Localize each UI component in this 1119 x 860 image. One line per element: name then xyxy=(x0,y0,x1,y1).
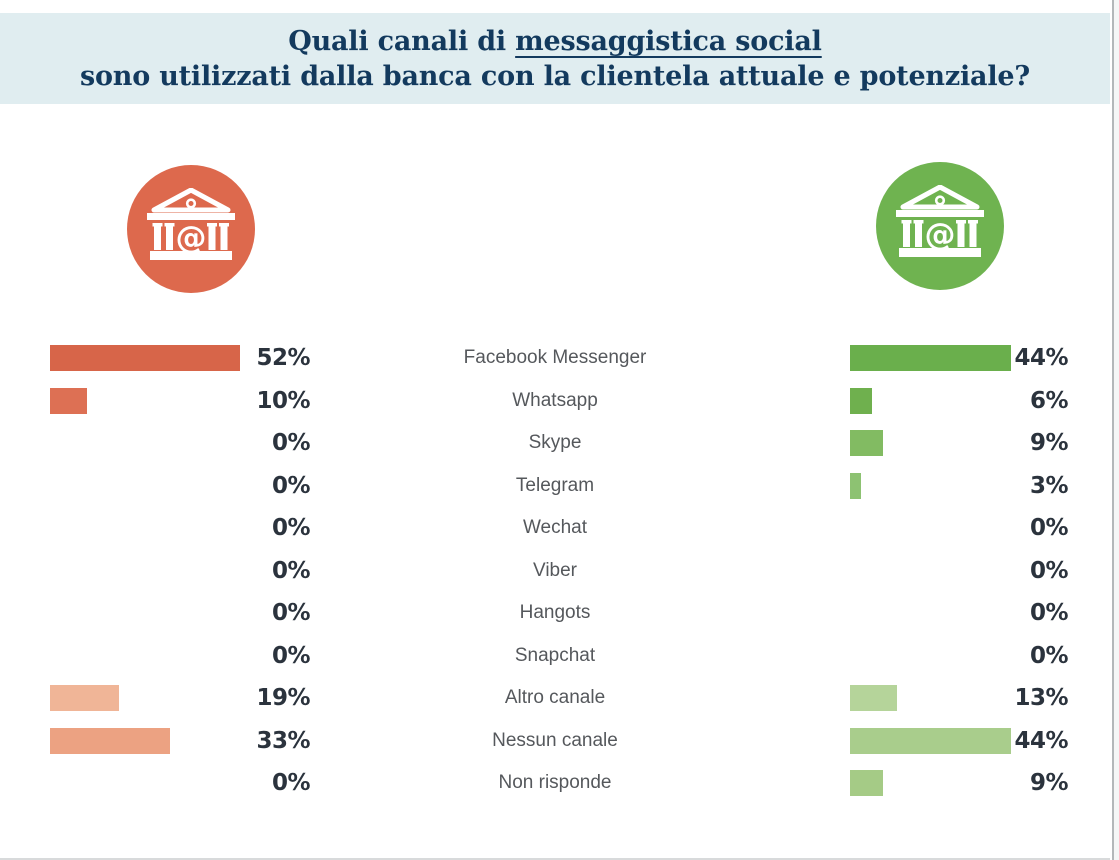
left-percent-label: 0% xyxy=(271,600,311,627)
chart-row: 0% Skype 9% xyxy=(0,422,1110,465)
orange-bank-icon: @ xyxy=(127,165,255,293)
right-bar-track xyxy=(800,770,1000,797)
right-percent-label: 9% xyxy=(1029,430,1069,457)
right-bar-track xyxy=(800,345,1011,372)
chart-row: 0% Snapchat 0% xyxy=(0,635,1110,678)
chart-row: 0% Viber 0% xyxy=(0,550,1110,593)
at-symbol: @ xyxy=(176,220,207,256)
scrollbar-track[interactable] xyxy=(1114,0,1119,860)
left-bar-track xyxy=(0,345,250,372)
chart-row: 10% Whatsapp 6% xyxy=(0,380,1110,423)
right-percent-label: 13% xyxy=(1014,685,1068,712)
right-percent-label: 0% xyxy=(1029,557,1069,584)
chart-row: 19% Altro canale 13% xyxy=(0,677,1110,720)
window-bottom-edge xyxy=(0,858,1110,860)
right-percent-label: 0% xyxy=(1029,642,1069,669)
right-bar xyxy=(850,345,1011,372)
category-label: Wechat xyxy=(522,517,588,539)
category-label: Hangots xyxy=(519,602,591,624)
right-bar-track xyxy=(800,472,1000,499)
left-bar xyxy=(50,727,171,754)
left-bar-track xyxy=(0,727,250,754)
left-percent-label: 0% xyxy=(271,642,311,669)
right-percent-label: 0% xyxy=(1029,600,1069,627)
right-percent-label: 6% xyxy=(1029,387,1069,414)
right-bar-track xyxy=(800,387,1000,414)
right-bar xyxy=(850,472,861,499)
left-percent-label: 0% xyxy=(271,472,311,499)
bank-building-glyph: @ xyxy=(896,185,984,257)
window-right-edge xyxy=(1112,0,1114,860)
right-percent-label: 3% xyxy=(1029,472,1069,499)
category-label: Facebook Messenger xyxy=(463,347,647,369)
left-percent-label: 0% xyxy=(271,430,311,457)
left-percent-label: 33% xyxy=(256,727,310,754)
right-bar-track xyxy=(800,430,1000,457)
question-header: Quali canali di messaggistica social son… xyxy=(0,13,1110,104)
left-bar-track xyxy=(0,387,250,414)
left-percent-label: 0% xyxy=(271,557,311,584)
left-percent-label: 10% xyxy=(256,387,310,414)
chart-row: 52% Facebook Messenger 44% xyxy=(0,337,1110,380)
chart-row: 33% Nessun canale 44% xyxy=(0,720,1110,763)
category-label: Nessun canale xyxy=(492,729,618,751)
chart-row: 0% Telegram 3% xyxy=(0,465,1110,508)
category-label: Snapchat xyxy=(514,644,596,666)
right-bar xyxy=(850,770,883,797)
right-percent-label: 0% xyxy=(1029,515,1069,542)
right-bar-track xyxy=(800,727,1011,754)
right-percent-label: 9% xyxy=(1029,770,1069,797)
chart-rows: 52% Facebook Messenger 44% 10% Whatsapp … xyxy=(0,337,1110,805)
left-percent-label: 0% xyxy=(271,770,311,797)
category-label: Viber xyxy=(532,559,577,581)
chart-row: 0% Non risponde 9% xyxy=(0,762,1110,805)
left-bar-track xyxy=(0,685,250,712)
left-bar xyxy=(50,387,87,414)
category-label: Skype xyxy=(528,432,582,454)
category-label: Whatsapp xyxy=(512,389,598,411)
right-bar xyxy=(850,430,883,457)
category-label: Telegram xyxy=(515,474,595,496)
right-bar xyxy=(850,685,898,712)
at-symbol: @ xyxy=(925,217,956,253)
title-line-1-prefix: Quali canali di xyxy=(288,25,516,57)
right-percent-label: 44% xyxy=(1014,345,1068,372)
left-percent-label: 19% xyxy=(256,685,310,712)
title-line-1-underlined: messaggistica social xyxy=(515,25,822,57)
right-bar xyxy=(850,727,1011,754)
right-percent-label: 44% xyxy=(1014,727,1068,754)
category-label: Altro canale xyxy=(504,687,606,709)
right-bar xyxy=(850,387,872,414)
left-percent-label: 52% xyxy=(256,345,310,372)
bank-building-glyph: @ xyxy=(147,188,235,260)
right-bar-track xyxy=(800,685,1000,712)
chart-row: 0% Hangots 0% xyxy=(0,592,1110,635)
title-line-1: Quali canali di messaggistica social xyxy=(288,24,822,59)
left-bar xyxy=(50,685,120,712)
chart-row: 0% Wechat 0% xyxy=(0,507,1110,550)
green-bank-icon: @ xyxy=(876,162,1004,290)
category-label: Non risponde xyxy=(498,772,612,794)
title-line-2: sono utilizzati dalla banca con la clien… xyxy=(79,60,1030,92)
left-percent-label: 0% xyxy=(271,515,311,542)
left-bar xyxy=(50,345,240,372)
